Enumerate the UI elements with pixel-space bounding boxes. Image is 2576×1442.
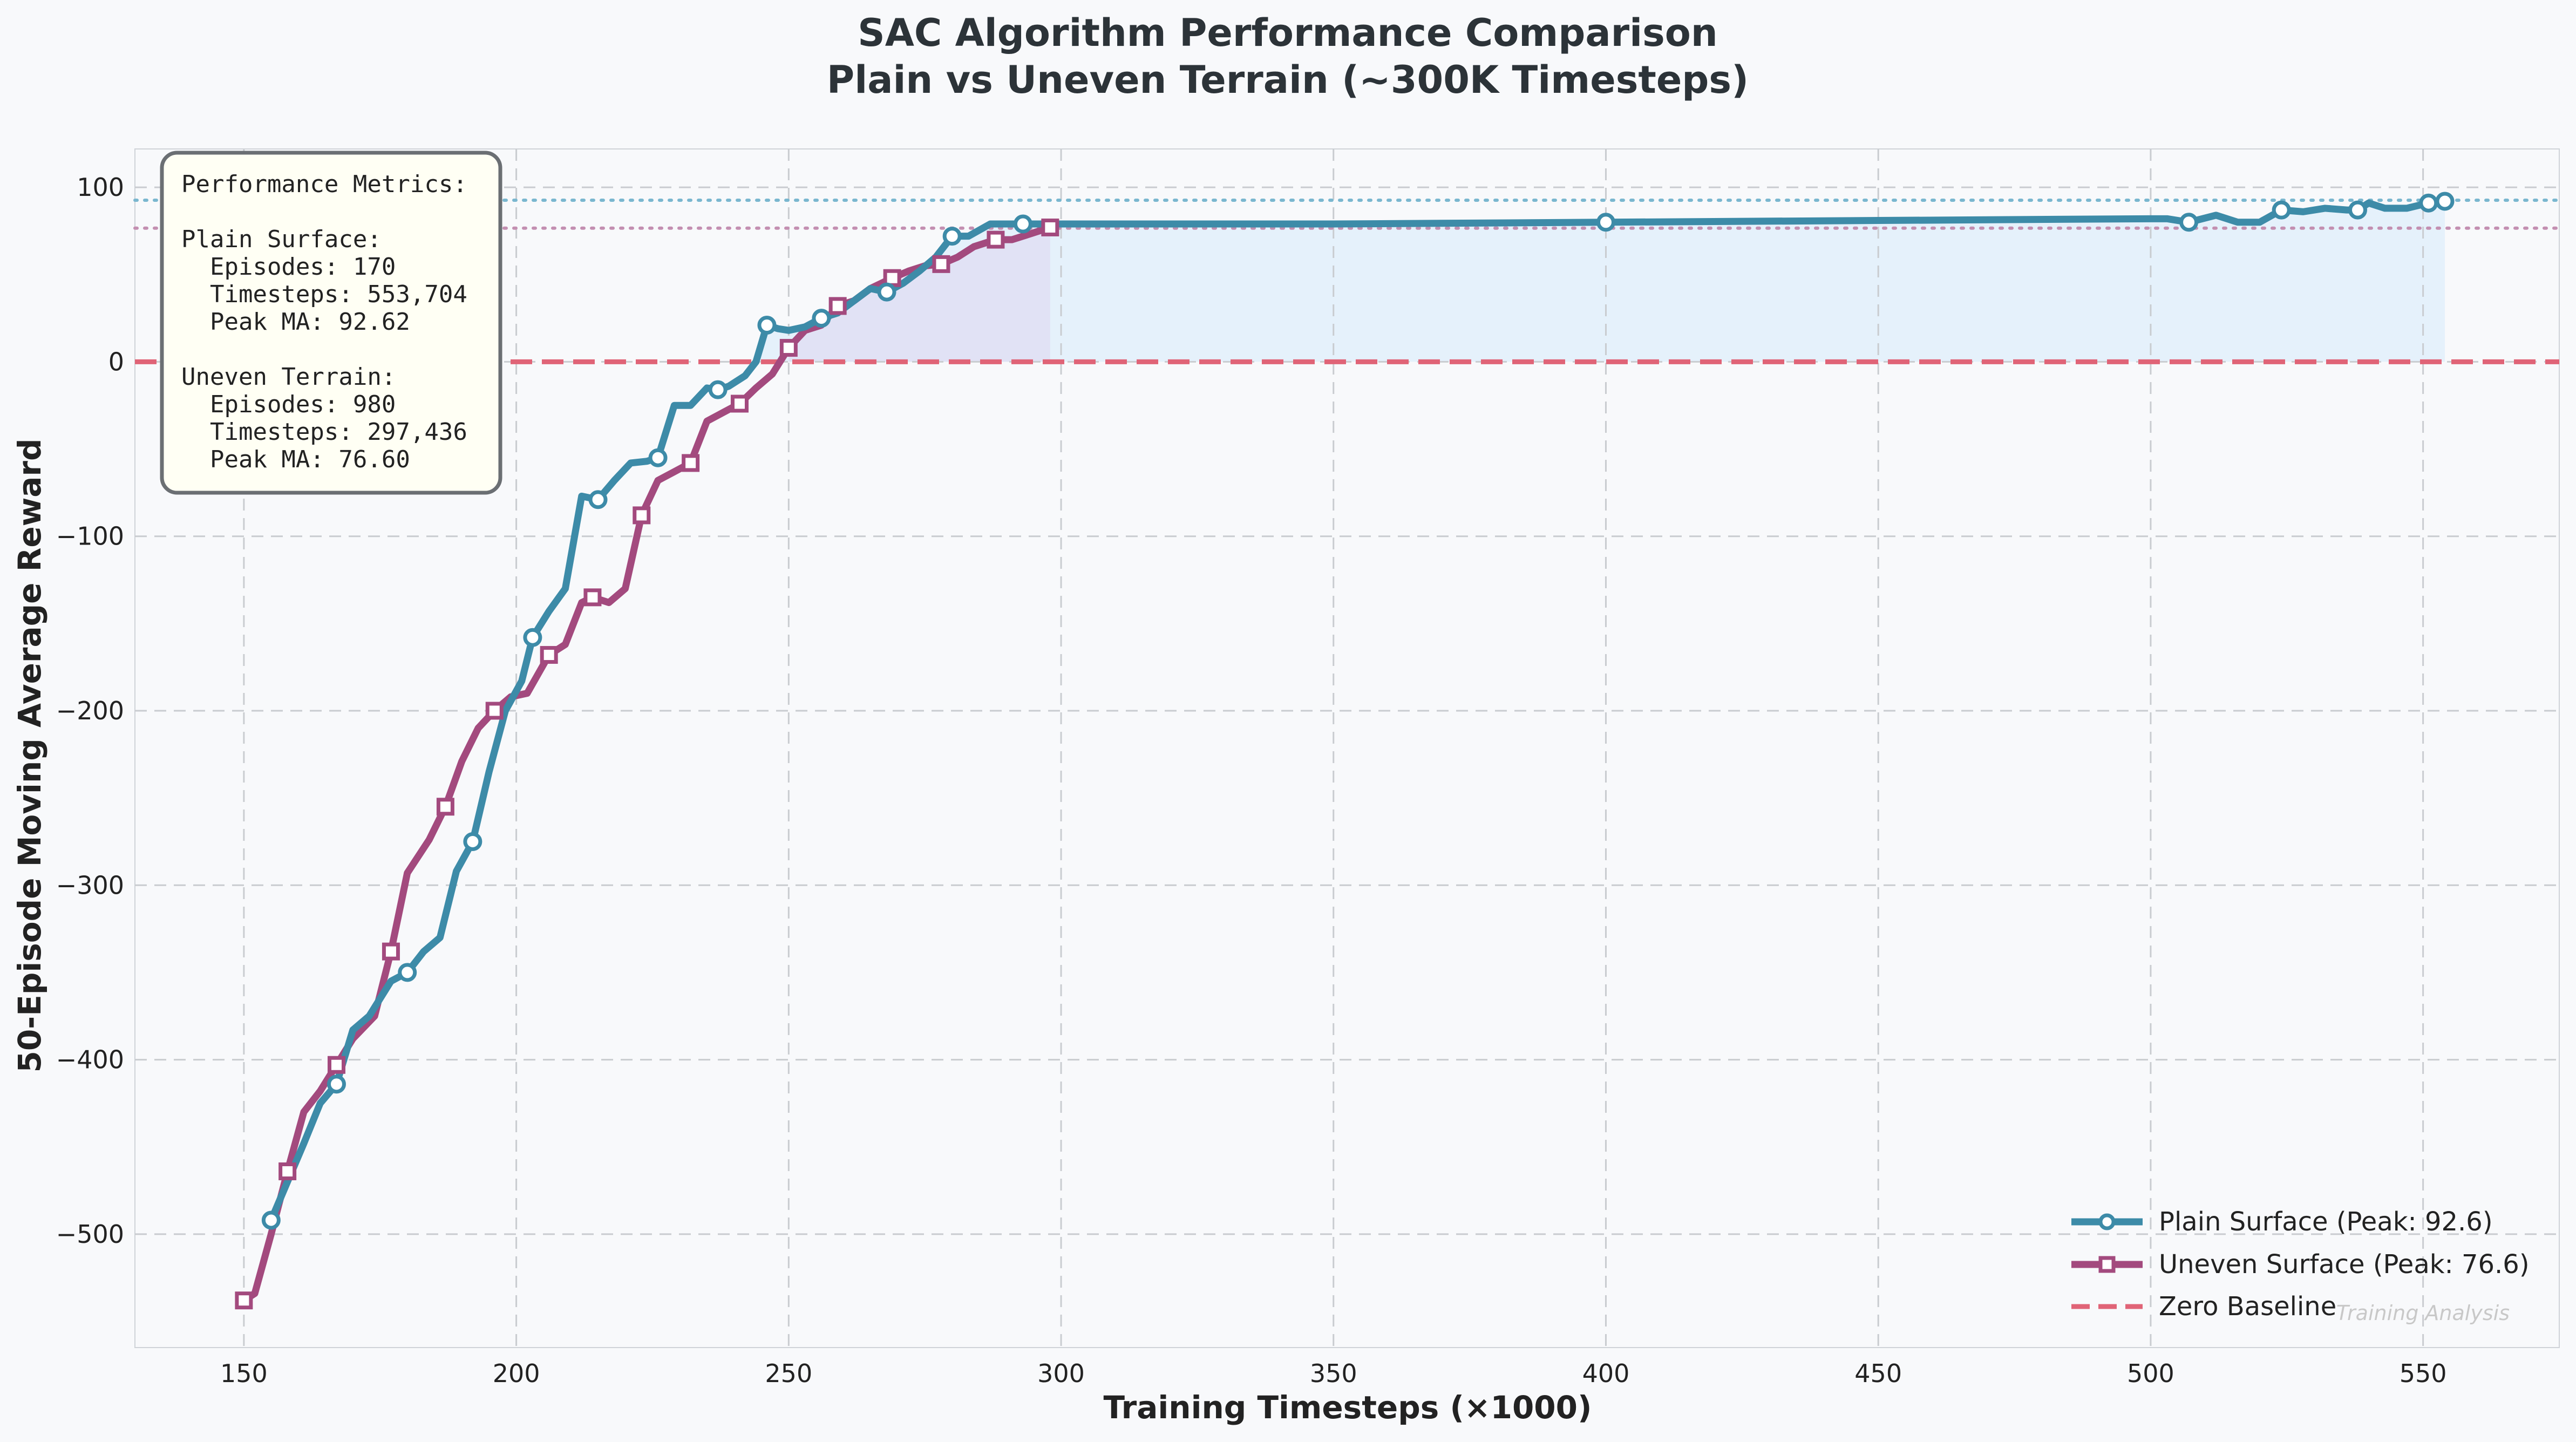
- area-fill-uneven: [789, 227, 1050, 362]
- chart-title: SAC Algorithm Performance Comparison: [858, 11, 1717, 55]
- marker-plain: [327, 1074, 346, 1094]
- marker-uneven: [235, 1291, 253, 1310]
- x-tick-labels: 150 200 250 300 350 400 450 500 550: [220, 1359, 2447, 1388]
- marker-plain: [648, 448, 668, 467]
- x-tick-label: 250: [765, 1359, 812, 1388]
- marker-plain: [1596, 213, 1615, 232]
- marker-uneven: [278, 1162, 297, 1180]
- y-tick-label: 100: [77, 173, 124, 202]
- metrics-text: Performance Metrics: Plain Surface: Epis…: [181, 171, 467, 473]
- series-line-plain: [267, 198, 2449, 1224]
- metrics-line: Peak MA: 76.60: [181, 446, 410, 473]
- marker-uneven: [382, 942, 400, 961]
- x-tick-label: 400: [1582, 1359, 1630, 1388]
- metrics-line: [181, 336, 196, 363]
- legend-label-baseline: Zero Baseline: [2159, 1291, 2336, 1322]
- x-tick-label: 200: [493, 1359, 540, 1388]
- metrics-line: Timesteps: 553,704: [181, 281, 467, 308]
- x-tick-label: 300: [1037, 1359, 1085, 1388]
- marker-uneven: [730, 394, 749, 413]
- marker-plain: [2348, 200, 2368, 220]
- marker-plain: [2179, 213, 2199, 232]
- metrics-line: Timesteps: 297,436: [181, 418, 467, 446]
- marker-plain: [757, 316, 777, 335]
- metrics-line: Performance Metrics:: [181, 171, 467, 198]
- x-axis-label: Training Timesteps (×1000): [1103, 1389, 1592, 1426]
- metrics-line: Uneven Terrain:: [181, 363, 396, 391]
- marker-plain: [2435, 192, 2455, 211]
- marker-plain: [708, 380, 728, 399]
- marker-uneven: [932, 255, 950, 273]
- x-tick-label: 550: [2400, 1359, 2447, 1388]
- marker-plain: [523, 628, 542, 647]
- marker-uneven: [327, 1056, 345, 1074]
- marker-plain: [398, 963, 417, 982]
- marker-plain: [2272, 200, 2291, 220]
- legend-label-uneven: Uneven Surface (Peak: 76.6): [2159, 1249, 2530, 1280]
- watermark: Training Analysis: [2336, 1301, 2510, 1325]
- x-tick-label: 500: [2127, 1359, 2174, 1388]
- y-tick-label: −100: [56, 522, 124, 551]
- metrics-line: Episodes: 170: [181, 253, 396, 281]
- metrics-line: Plain Surface:: [181, 226, 382, 253]
- marker-uneven: [828, 297, 847, 315]
- grid-lines: [135, 149, 2559, 1348]
- marker-uneven: [583, 588, 602, 607]
- legend-label-plain: Plain Surface (Peak: 92.6): [2159, 1207, 2493, 1237]
- series-markers: [235, 192, 2455, 1310]
- x-tick-label: 350: [1310, 1359, 1357, 1388]
- marker-uneven: [540, 646, 558, 664]
- marker-plain: [942, 227, 962, 246]
- area-fill-plain: [756, 201, 2445, 362]
- marker-plain: [2419, 193, 2438, 213]
- y-tick-label: −300: [56, 870, 124, 900]
- marker-uneven: [987, 230, 1005, 249]
- area-fills: [756, 201, 2445, 362]
- metrics-line: [181, 198, 196, 226]
- marker-uneven: [485, 702, 504, 720]
- legend-marker-uneven: [2098, 1256, 2116, 1273]
- marker-plain: [877, 282, 896, 302]
- plot-area: [134, 148, 2560, 1348]
- y-axis-label: 50-Episode Moving Average Reward: [11, 438, 48, 1072]
- reference-lines: [133, 198, 2561, 230]
- marker-plain: [463, 832, 482, 851]
- y-tick-label: −200: [56, 696, 124, 725]
- marker-uneven: [633, 506, 651, 525]
- marker-plain: [1013, 214, 1032, 234]
- marker-plain: [588, 490, 608, 509]
- legend-marker-plain: [2098, 1213, 2116, 1230]
- metrics-box: Performance Metrics: Plain Surface: Epis…: [160, 151, 502, 495]
- marker-uneven: [779, 339, 798, 357]
- chart-subtitle: Plain vs Uneven Terrain (~300K Timesteps…: [827, 58, 1749, 102]
- metrics-box-frame: [160, 151, 502, 495]
- x-tick-label: 450: [1854, 1359, 1902, 1388]
- metrics-line: Peak MA: 92.62: [181, 308, 410, 336]
- y-tick-label: −500: [56, 1220, 124, 1249]
- marker-uneven: [1041, 218, 1059, 236]
- marker-uneven: [682, 454, 700, 472]
- metrics-line: Episodes: 980: [181, 391, 396, 418]
- y-tick-label: 0: [108, 347, 124, 376]
- y-tick-label: −400: [56, 1045, 124, 1074]
- marker-plain: [261, 1210, 281, 1230]
- marker-plain: [812, 309, 831, 328]
- legend: Plain Surface (Peak: 92.6) Uneven Surfac…: [2071, 1207, 2530, 1322]
- marker-uneven: [436, 798, 454, 816]
- y-tick-labels: −500 −400 −300 −200 −100 0 100: [56, 173, 124, 1249]
- x-tick-label: 150: [220, 1359, 268, 1388]
